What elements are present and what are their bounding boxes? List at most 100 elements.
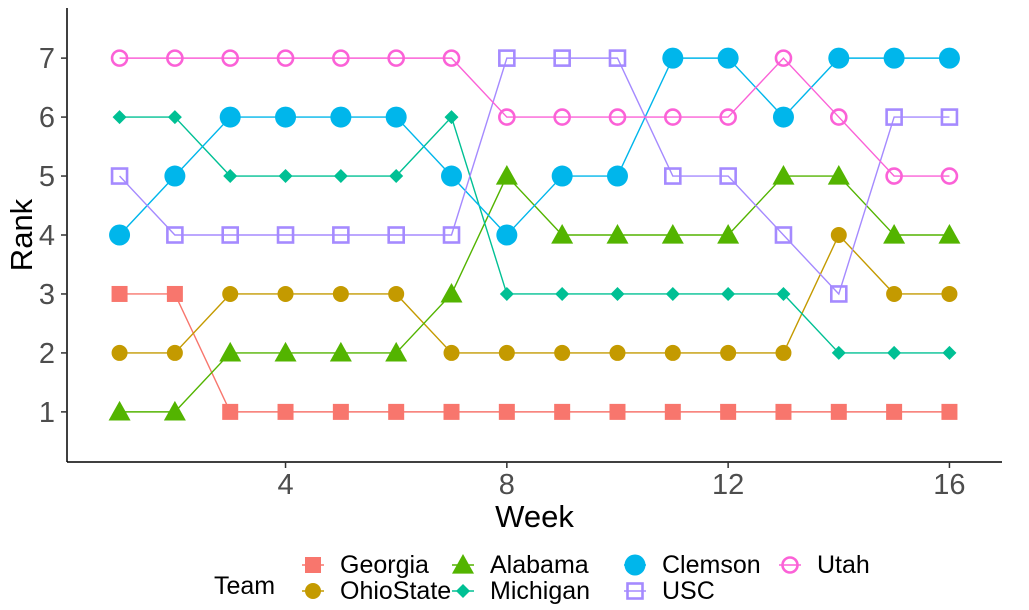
data-point-usc	[664, 167, 682, 185]
data-point-usc	[498, 49, 516, 67]
data-point-georgia	[111, 285, 128, 302]
data-point-usc	[110, 167, 129, 185]
legend-key-michigan	[456, 584, 470, 598]
data-point-usc	[442, 226, 461, 244]
y-tick-label: 2	[39, 338, 55, 370]
data-point-alabama	[219, 341, 242, 362]
data-point-michigan	[555, 286, 570, 301]
data-point-georgia	[498, 403, 515, 420]
data-point-ohiostate	[609, 344, 626, 361]
data-point-ohiostate	[941, 285, 958, 302]
series-line-usc	[119, 57, 950, 296]
data-point-michigan	[831, 345, 846, 360]
data-point-alabama	[440, 282, 463, 303]
data-point-michigan	[776, 286, 791, 301]
y-axis-title: Rank	[4, 198, 39, 271]
data-point-georgia	[941, 403, 958, 420]
data-point-georgia	[443, 403, 460, 420]
data-point-michigan	[610, 286, 625, 301]
y-tick-label: 1	[39, 397, 55, 429]
series-lines	[119, 57, 950, 413]
data-point-utah	[664, 108, 682, 126]
series-points	[108, 47, 961, 421]
data-point-georgia	[332, 403, 349, 420]
data-point-alabama	[938, 224, 961, 244]
data-point-michigan	[444, 110, 459, 125]
data-point-usc	[719, 167, 737, 185]
series-line-clemson	[119, 57, 950, 237]
y-tick-label: 4	[39, 220, 55, 252]
data-point-usc	[553, 49, 571, 67]
data-point-clemson	[717, 47, 739, 69]
data-point-michigan	[499, 286, 514, 301]
data-point-georgia	[830, 403, 847, 420]
data-point-clemson	[828, 47, 850, 69]
data-point-ohiostate	[498, 344, 515, 361]
data-point-utah	[387, 49, 405, 67]
data-point-ohiostate	[886, 285, 903, 302]
data-point-georgia	[775, 403, 792, 420]
series-line-utah	[119, 57, 950, 177]
x-tick-label: 8	[499, 469, 515, 501]
data-point-alabama	[883, 224, 906, 244]
x-tick-label: 12	[712, 469, 744, 501]
data-point-georgia	[388, 403, 405, 420]
data-point-usc	[332, 226, 350, 244]
data-point-ohiostate	[277, 285, 294, 302]
data-point-georgia	[222, 403, 239, 420]
data-point-utah	[774, 49, 793, 67]
data-point-georgia	[554, 403, 571, 420]
data-point-michigan	[721, 286, 736, 301]
legend-key-georgia	[305, 557, 321, 573]
data-point-utah	[498, 108, 516, 126]
data-point-alabama	[108, 400, 131, 421]
data-point-clemson	[385, 106, 407, 128]
data-point-usc	[940, 108, 959, 126]
legend-label-ohiostate: OhioState	[340, 577, 451, 605]
y-ticks: 1 2 3 4 5 6 7	[39, 43, 67, 429]
data-point-alabama	[385, 341, 408, 362]
legend-key-alabama	[452, 554, 474, 574]
data-point-usc	[276, 226, 295, 244]
data-point-alabama	[606, 224, 629, 244]
data-point-utah	[166, 49, 184, 67]
x-tick-label: 16	[933, 469, 965, 501]
data-point-michigan	[278, 169, 293, 184]
data-point-georgia	[886, 403, 903, 420]
data-point-utah	[553, 108, 571, 126]
legend-label-alabama: Alabama	[490, 551, 589, 579]
series-line-ohiostate	[119, 233, 950, 354]
data-point-ohiostate	[554, 344, 571, 361]
legend-key-ohiostate	[305, 583, 321, 599]
data-point-utah	[608, 108, 627, 126]
data-point-ohiostate	[222, 285, 239, 302]
data-point-utah	[110, 49, 129, 67]
data-point-usc	[829, 285, 848, 303]
data-point-utah	[719, 108, 737, 126]
data-point-ohiostate	[720, 344, 737, 361]
series-line-georgia	[119, 293, 950, 413]
legend-label-michigan: Michigan	[490, 577, 590, 605]
y-tick-label: 6	[39, 102, 55, 134]
data-point-michigan	[112, 110, 127, 125]
data-point-clemson	[551, 165, 573, 187]
data-point-georgia	[166, 285, 183, 302]
x-axis-title: Week	[495, 499, 574, 534]
data-point-clemson	[606, 165, 628, 187]
data-point-clemson	[883, 47, 905, 69]
data-point-michigan	[887, 345, 902, 360]
data-point-utah	[276, 49, 295, 67]
data-point-alabama	[717, 224, 740, 244]
legend-key-clemson	[624, 554, 646, 576]
data-point-usc	[166, 226, 184, 244]
y-tick-label: 7	[39, 43, 55, 75]
data-point-michigan	[223, 169, 238, 184]
data-point-usc	[387, 226, 405, 244]
data-point-alabama	[274, 341, 297, 362]
data-point-clemson	[496, 224, 518, 246]
data-point-alabama	[495, 165, 518, 185]
data-point-clemson	[441, 165, 463, 187]
data-point-georgia	[277, 403, 294, 420]
data-point-ohiostate	[830, 227, 847, 243]
